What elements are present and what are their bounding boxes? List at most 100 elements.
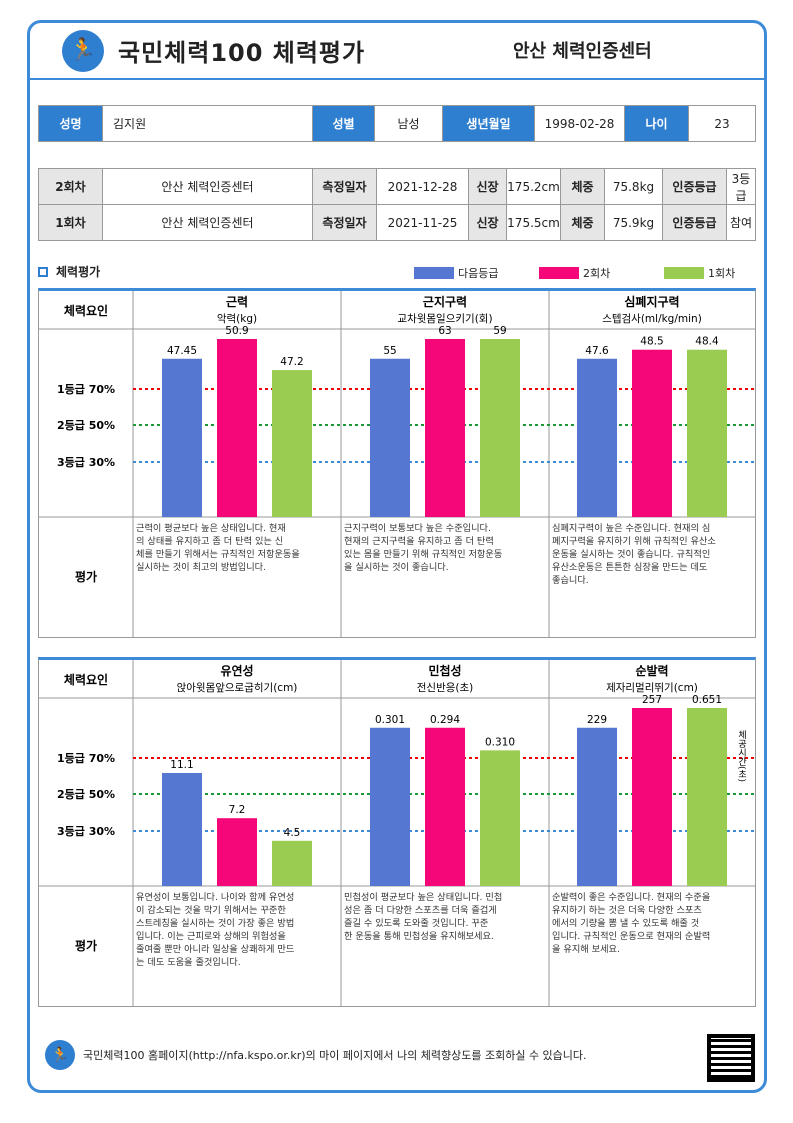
bar-value-label: 50.9 [225, 325, 248, 337]
section-title-text: 체력평가 [56, 265, 101, 279]
fitness-panel-1: 체력요인 평가 1등급 70% 2등급 50% 3등급 30% 근력 악력(kg) 47.45… [38, 288, 756, 638]
eval-text: 성은 좀 더 다양한 스포츠를 더욱 즐겁게 [344, 904, 497, 916]
chart-title: 심폐지구력 [624, 294, 679, 309]
bar [480, 750, 520, 886]
bar [425, 339, 465, 517]
bar [577, 727, 617, 886]
date-label: 측정일자 [312, 204, 377, 241]
round-label: 1회차 [38, 204, 103, 241]
bar [272, 370, 312, 517]
legend-swatch [539, 267, 579, 279]
date-label: 측정일자 [312, 168, 377, 205]
chart-title: 근지구력 [423, 294, 467, 309]
center-value: 안산 체력인증센터 [102, 168, 313, 205]
bar [272, 840, 312, 886]
chart-subtitle: 앉아윗몸앞으로굽히기(cm) [177, 682, 298, 694]
session-table: 2회차 안산 체력인증센터 측정일자 2021-12-28 신장 175.2cm… [38, 168, 756, 241]
eval-text: 체를 만들기 위해서는 규칙적인 저항운동을 [136, 548, 300, 560]
bar-value-label: 0.294 [430, 714, 460, 726]
eval-text: 운동을 실시하는 것이 좋습니다. 규칙적인 [552, 548, 710, 560]
runner-logo-icon: 🏃 [45, 1040, 75, 1070]
bar [370, 358, 410, 517]
square-bullet-icon [38, 266, 48, 277]
weight-value: 75.8kg [604, 168, 663, 205]
bar [217, 339, 257, 517]
bar-value-label: 11.1 [170, 759, 193, 771]
grade-label: 인증등급 [662, 204, 727, 241]
footer: 🏃 국민체력100 홈페이지(http://nfa.kspo.or.kr)의 마… [45, 1040, 587, 1070]
bar-value-label: 48.4 [695, 336, 719, 348]
legend-label: 2회차 [583, 267, 611, 280]
legend-swatch [414, 267, 454, 279]
legend-item: 1회차 [664, 265, 735, 281]
factor-label: 체력요인 [64, 672, 108, 687]
eval-text: 에서의 기량을 뽐 낼 수 있도록 해줄 것 [552, 917, 699, 929]
name-value: 김지원 [102, 105, 313, 142]
height-label: 신장 [468, 168, 507, 205]
bar [370, 727, 410, 886]
bar-value-label: 47.6 [585, 345, 609, 357]
name-label: 성명 [38, 105, 103, 142]
bar [162, 772, 202, 886]
weight-label: 체중 [560, 204, 605, 241]
center-value: 안산 체력인증센터 [102, 204, 313, 241]
eval-text: 줄여줄 뿐만 아니라 일상을 상쾌하게 만드 [136, 943, 294, 955]
bar [162, 358, 202, 517]
eval-text: 유산소운동은 튼튼한 심장을 만드는 데도 [552, 562, 707, 573]
legend-label: 1회차 [708, 267, 736, 280]
eval-text: 심폐지구력이 높은 수준입니다. 현재의 심 [552, 522, 710, 534]
chart-subtitle: 악력(kg) [217, 313, 257, 325]
eval-text: 실시하는 것이 최고의 방법입니다. [136, 561, 266, 573]
height-value: 175.2cm [506, 168, 561, 205]
section-title: 체력평가 [38, 263, 100, 280]
bar [425, 727, 465, 886]
weight-label: 체중 [560, 168, 605, 205]
eval-text: 입니다. 이는 근피로와 상해의 위험성을 [136, 930, 286, 942]
height-label: 신장 [468, 204, 507, 241]
bar [480, 339, 520, 517]
eval-text: 유지하기 하는 것은 더욱 다양한 스포츠 [552, 905, 702, 916]
eval-text: 는 데도 도움을 줄것입니다. [136, 956, 241, 968]
bar [632, 349, 672, 517]
bar-value-label: 0.301 [375, 714, 405, 726]
eval-text: 폐지구력을 유지하기 위해 규칙적인 유산소 [552, 535, 716, 547]
eval-text: 을 실시하는 것이 좋습니다. [344, 562, 449, 573]
chart-subtitle: 전신반응(초) [417, 682, 474, 694]
sex-value: 남성 [374, 105, 443, 142]
birth-label: 생년월일 [442, 105, 535, 142]
eval-text: 현재의 근지구력을 유지하고 좀 더 탄력 [344, 535, 494, 547]
weight-value: 75.9kg [604, 204, 663, 241]
header: 🏃 국민체력100 체력평가 안산 체력인증센터 [30, 23, 764, 80]
bar [687, 708, 727, 886]
eval-text: 있는 몸을 만들기 위해 규칙적인 저항운동 [344, 548, 502, 560]
bar-value-label: 47.45 [167, 345, 197, 357]
eval-text: 순발력이 좋은 수준입니다. 현재의 수준을 [552, 891, 710, 903]
chart-title: 유연성 [220, 663, 253, 678]
age-value: 23 [688, 105, 756, 142]
chart-title: 순발력 [635, 663, 668, 678]
grade-line-label: 3등급 30% [57, 825, 115, 838]
page-frame [27, 20, 767, 1093]
age-label: 나이 [624, 105, 689, 142]
eval-text: 이 감소되는 것을 막기 위해서는 꾸준한 [136, 904, 286, 916]
session-row: 1회차 안산 체력인증센터 측정일자 2021-11-25 신장 175.5cm… [38, 204, 756, 241]
runner-logo-icon: 🏃 [62, 29, 104, 72]
grade-label: 인증등급 [662, 168, 727, 205]
eval-text: 민첩성이 평균보다 높은 상태입니다. 민첩 [344, 891, 502, 903]
eval-label: 평가 [75, 569, 97, 584]
eval-label: 평가 [75, 938, 97, 953]
bar [632, 708, 672, 886]
bar [577, 358, 617, 517]
side-label: 체공시간(초) [736, 730, 746, 782]
bar-value-label: 47.2 [280, 356, 303, 368]
eval-text: 의 상태를 유지하고 좀 더 탄력 있는 신 [136, 535, 283, 547]
factor-label: 체력요인 [64, 303, 108, 318]
bar-value-label: 229 [587, 714, 607, 726]
grade-line-label: 2등급 50% [57, 788, 115, 801]
bar-value-label: 59 [493, 325, 506, 337]
sex-label: 성별 [312, 105, 375, 142]
date-value: 2021-12-28 [376, 168, 469, 205]
session-row: 2회차 안산 체력인증센터 측정일자 2021-12-28 신장 175.2cm… [38, 168, 756, 205]
